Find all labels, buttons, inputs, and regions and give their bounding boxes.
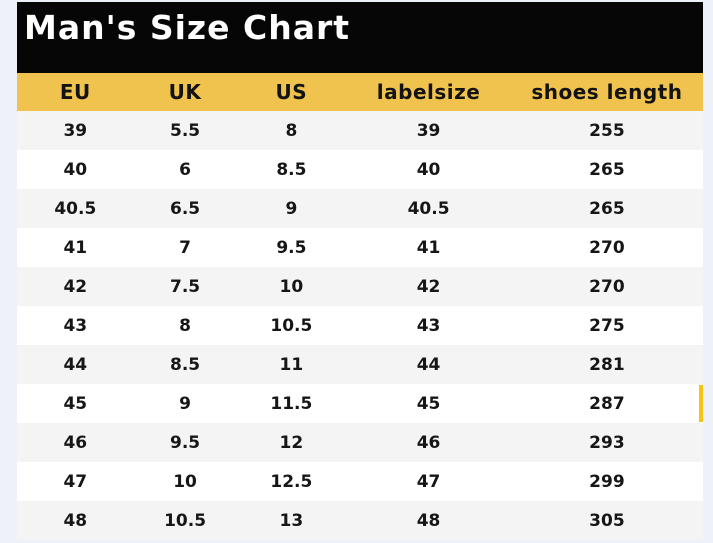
table-cell: 265 <box>589 159 625 180</box>
table-cell: 255 <box>589 120 625 141</box>
table-cell: 287 <box>589 393 625 414</box>
table-cell: 39 <box>416 120 441 141</box>
table-cell: 8 <box>179 315 191 336</box>
table-cell: 41 <box>63 237 88 258</box>
table-row: 41 7 9.5 41 270 <box>17 228 703 267</box>
table-cell: 45 <box>416 393 441 414</box>
table-cell: 48 <box>416 510 441 531</box>
table-cell: 44 <box>416 354 441 375</box>
table-cell: 44 <box>63 354 88 375</box>
column-header-eu: EU <box>59 80 91 104</box>
table-cell: 265 <box>589 198 625 219</box>
table-cell: 305 <box>589 510 625 531</box>
table-cell: 9.5 <box>276 237 307 258</box>
table-cell: 48 <box>63 510 88 531</box>
table-cell: 10 <box>279 276 304 297</box>
table-cell: 8.5 <box>276 159 307 180</box>
table-cell: 47 <box>63 471 88 492</box>
column-header-uk: UK <box>168 80 202 104</box>
table-cell: 40 <box>416 159 441 180</box>
table-cell: 9.5 <box>169 432 201 453</box>
table-cell: 8.5 <box>169 354 201 375</box>
table-cell: 9 <box>179 393 191 414</box>
table-cell: 40 <box>63 159 88 180</box>
row-highlight-marker <box>699 385 703 422</box>
table-row: 47 10 12.5 47 299 <box>17 462 703 501</box>
table-cell: 270 <box>589 276 625 297</box>
table-cell: 46 <box>416 432 441 453</box>
column-header-us: US <box>275 80 308 104</box>
column-header-labelsize: labelsize <box>376 80 481 104</box>
column-header-shoes-length: shoes length <box>531 80 683 104</box>
table-row: 40 6 8.5 40 265 <box>17 150 703 189</box>
table-row: 45 9 11.5 45 287 <box>17 384 703 423</box>
table-cell: 42 <box>416 276 441 297</box>
table-cell: 299 <box>589 471 625 492</box>
table-row: 43 8 10.5 43 275 <box>17 306 703 345</box>
table-cell: 5.5 <box>169 120 201 141</box>
table-cell: 43 <box>63 315 88 336</box>
table-cell: 6 <box>179 159 191 180</box>
table-cell: 47 <box>416 471 441 492</box>
table-cell: 8 <box>285 120 298 141</box>
table-cell: 12 <box>279 432 304 453</box>
table-cell: 10.5 <box>164 510 207 531</box>
table-cell: 45 <box>63 393 88 414</box>
table-cell: 39 <box>63 120 88 141</box>
size-chart-table: Man's Size Chart EU UK US labelsize shoe… <box>17 2 703 540</box>
table-cell: 9 <box>285 198 298 219</box>
table-row: 44 8.5 11 44 281 <box>17 345 703 384</box>
table-cell: 275 <box>589 315 625 336</box>
table-cell: 40.5 <box>54 198 97 219</box>
table-cell: 11.5 <box>270 393 313 414</box>
table-cell: 293 <box>589 432 625 453</box>
table-cell: 42 <box>63 276 88 297</box>
table-cell: 7.5 <box>169 276 201 297</box>
table-cell: 13 <box>279 510 304 531</box>
table-row: 39 5.5 8 39 255 <box>17 111 703 150</box>
table-cell: 12.5 <box>270 471 313 492</box>
page-title: Man's Size Chart <box>24 8 351 47</box>
table-cell: 40.5 <box>407 198 450 219</box>
table-row: 42 7.5 10 42 270 <box>17 267 703 306</box>
title-bar: Man's Size Chart <box>17 2 703 73</box>
table-cell: 11 <box>279 354 304 375</box>
table-row: 46 9.5 12 46 293 <box>17 423 703 462</box>
table-row: 48 10.5 13 48 305 <box>17 501 703 540</box>
table-cell: 43 <box>416 315 441 336</box>
table-cell: 6.5 <box>169 198 201 219</box>
table-cell: 41 <box>416 237 441 258</box>
table-row: 40.5 6.5 9 40.5 265 <box>17 189 703 228</box>
table-cell: 270 <box>589 237 625 258</box>
table-cell: 46 <box>63 432 88 453</box>
table-cell: 10 <box>173 471 197 492</box>
table-cell: 281 <box>589 354 625 375</box>
table-header-row: EU UK US labelsize shoes length <box>17 73 703 111</box>
table-cell: 10.5 <box>270 315 313 336</box>
table-cell: 7 <box>179 237 191 258</box>
